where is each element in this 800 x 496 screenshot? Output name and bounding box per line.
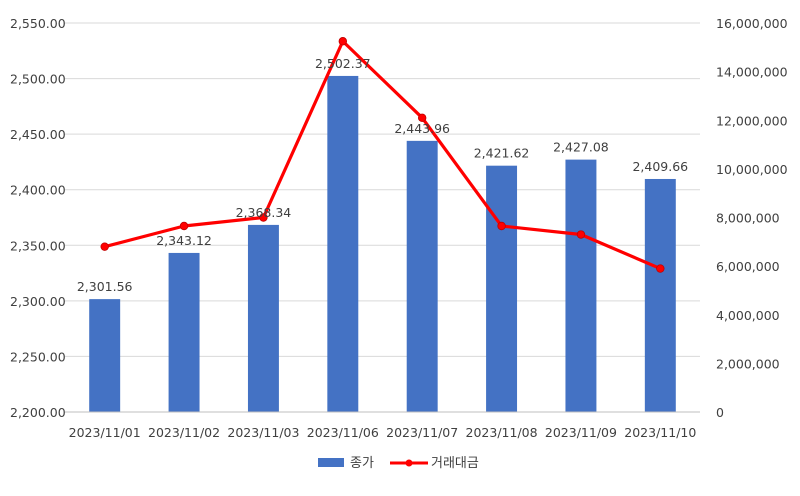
x-tick-label: 2023/11/01 (69, 425, 141, 440)
line-point (338, 37, 348, 46)
bar-data-labels: 2,301.56 2,343.12 2,368.34 2,502.37 2,443.96… (77, 56, 688, 294)
y-right-tick-label: 0 (716, 405, 724, 420)
line-point (179, 221, 189, 231)
bar (565, 159, 597, 412)
bar (89, 299, 121, 412)
y-right-tick-label: 10,000,000 (716, 162, 788, 177)
y-right-tick-label: 14,000,000 (716, 65, 788, 80)
line-point (417, 113, 427, 123)
x-tick-label: 2023/11/02 (148, 425, 220, 440)
bar-series (89, 75, 676, 412)
bar (406, 140, 438, 412)
x-tick-label: 2023/11/03 (227, 425, 299, 440)
bar-data-label: 2,301.56 (77, 279, 133, 294)
y-left-tick-label: 2,500.00 (10, 72, 66, 87)
bar (168, 252, 200, 412)
legend-bar-label: 종가 (350, 456, 374, 471)
line-point (100, 242, 109, 251)
bar-data-label: 2,368.34 (236, 205, 292, 220)
y-right-tick-label: 4,000,000 (716, 308, 780, 323)
y-left-tick-label: 2,350.00 (10, 238, 66, 253)
line-path (104, 39, 661, 271)
bar-data-label: 2,343.12 (156, 233, 212, 248)
y-left-tick-label: 2,450.00 (10, 127, 66, 142)
bar (644, 178, 676, 412)
y-left-tick-label: 2,250.00 (10, 349, 66, 364)
legend: 종가 거래대금 (318, 456, 479, 471)
legend-bar-swatch (318, 458, 344, 467)
x-tick-label: 2023/11/09 (545, 425, 617, 440)
legend-line-label: 거래대금 (431, 456, 479, 471)
x-tick-label: 2023/11/08 (466, 425, 538, 440)
legend-line-marker (405, 459, 413, 467)
bar-data-label: 2,443.96 (394, 121, 450, 136)
y-left-tick-label: 2,200.00 (10, 405, 66, 420)
y-right-tick-label: 12,000,000 (716, 113, 788, 128)
y-right-tick-label: 6,000,000 (716, 259, 780, 274)
line-point (656, 264, 665, 273)
bar-data-label: 2,427.08 (553, 140, 609, 155)
line-series (100, 37, 665, 273)
y-left-tick-label: 2,300.00 (10, 294, 66, 309)
bar (327, 75, 359, 412)
y-right-tick-label: 2,000,000 (716, 356, 780, 371)
y-right-tick-label: 16,000,000 (716, 16, 788, 31)
line-point (497, 221, 506, 231)
x-tick-label: 2023/11/07 (386, 425, 458, 440)
line-point (576, 230, 586, 239)
bar (486, 165, 518, 412)
bar (247, 224, 279, 412)
y-right-tick-label: 8,000,000 (716, 211, 780, 226)
y-left-tick-label: 2,550.00 (10, 16, 66, 31)
x-tick-label: 2023/11/06 (307, 425, 379, 440)
y-left-tick-label: 2,400.00 (10, 183, 66, 198)
bar-data-label: 2,421.62 (474, 146, 530, 161)
bar-data-label: 2,502.37 (315, 56, 371, 71)
bar-data-label: 2,409.66 (632, 159, 688, 174)
line-point (259, 213, 268, 222)
axes: 2,200.00 2,250.00 2,300.00 2,350.00 2,400.00… (10, 16, 788, 440)
x-tick-label: 2023/11/10 (624, 425, 696, 440)
